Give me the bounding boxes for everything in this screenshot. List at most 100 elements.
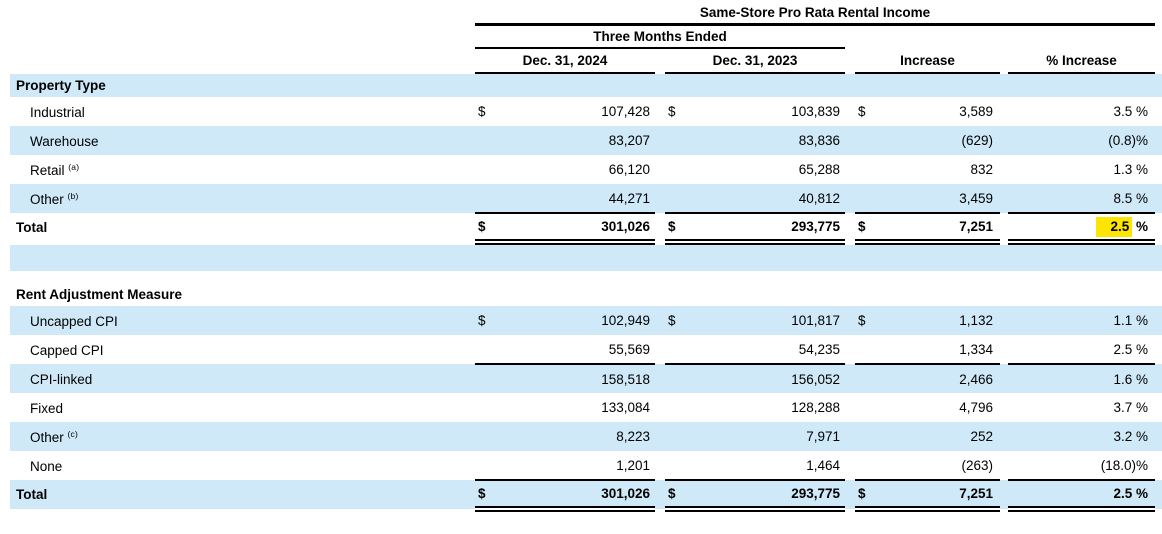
cell-dollar-increase <box>855 364 877 393</box>
header-row-period: Three Months Ended <box>10 24 1162 49</box>
cell-pct-increase: 3.5 % <box>1113 104 1149 119</box>
cell-pct-increase: 3.2 % <box>1113 429 1149 444</box>
cell-dollar-2023: $ <box>665 480 687 512</box>
total-label: Total <box>16 220 48 235</box>
margin-cell <box>1155 480 1162 509</box>
cell-dollar-2023 <box>665 393 687 422</box>
cell-value-increase: 2,466 <box>959 371 993 387</box>
margin-cell <box>1155 364 1162 393</box>
section-title: Property Type <box>16 78 106 93</box>
table-row-fixed: Fixed 133,084 128,288 4,796 3.7 % <box>10 393 1162 422</box>
cell-value-2024: 8,223 <box>616 429 650 444</box>
cell-dollar-2024 <box>475 364 497 393</box>
cell-dollar-increase <box>855 393 877 422</box>
table-row-industrial: Industrial $ 107,428 $ 103,839 $ 3,589 3… <box>10 97 1162 126</box>
cell-value-2023: 293,775 <box>687 213 845 245</box>
table-row-total-property-type: Total $ 301,026 $ 293,775 $ 7,251 2.5 % <box>10 213 1162 245</box>
cell-dollar-2024 <box>475 422 497 451</box>
cell-value-2023: 40,812 <box>687 184 845 214</box>
cell-dollar-2023 <box>665 184 687 214</box>
cell-dollar-increase <box>855 126 877 155</box>
header-blank <box>10 24 475 48</box>
section-header-rent-adjustment-measure: Rent Adjustment Measure <box>10 282 1162 306</box>
margin-cell <box>1155 306 1162 335</box>
financial-table: Same-Store Pro Rata Rental Income Three … <box>10 2 1162 512</box>
cell-value-2023: 128,288 <box>791 400 840 415</box>
footnote-ref-c: (c) <box>67 428 79 439</box>
section-header-property-type: Property Type <box>10 73 1162 97</box>
footnote-ref-a: (a) <box>68 161 80 172</box>
table-row-none: None 1,201 1,464 (263) (18.0)% <box>10 451 1162 481</box>
cell-dollar-2023: $ <box>668 313 676 328</box>
column-header-increase: Increase <box>855 48 1000 74</box>
margin-cell <box>1155 335 1162 364</box>
cell-dollar-2024 <box>475 184 497 214</box>
cell-dollar-2023 <box>665 422 687 451</box>
cell-dollar-2023 <box>665 335 687 365</box>
cell-value-increase: 7,251 <box>877 480 1000 512</box>
cell-value-2024: 1,201 <box>497 451 655 481</box>
cell-pct-increase: 8.5 % <box>1008 184 1156 214</box>
margin-cell <box>1155 184 1162 213</box>
cell-dollar-2023 <box>665 155 687 184</box>
table-row-cpi-linked: CPI-linked 158,518 156,052 2,466 1.6 % <box>10 364 1162 393</box>
cell-dollar-increase <box>855 184 877 214</box>
cell-pct-increase: (18.0)% <box>1008 451 1156 481</box>
cell-value-increase: (263) <box>877 451 1000 481</box>
total-label: Total <box>16 487 48 502</box>
margin-cell <box>1155 126 1162 155</box>
cell-value-2023: 101,817 <box>791 313 840 328</box>
margin-cell <box>1155 24 1162 48</box>
row-label: Fixed <box>30 400 64 416</box>
cell-value-2023: 293,775 <box>687 480 845 512</box>
header-row-columns: Dec. 31, 2024 Dec. 31, 2023 Increase % I… <box>10 48 1162 74</box>
spacer-row-blue <box>10 242 1162 271</box>
cell-pct-increase: 3.7 % <box>1113 400 1149 415</box>
cell-dollar-2024 <box>475 335 497 365</box>
cell-value-2024: 301,026 <box>497 213 655 245</box>
cell-dollar-increase <box>855 155 877 184</box>
cell-value-2024: 102,949 <box>601 313 650 328</box>
row-label: None <box>30 458 63 474</box>
cell-value-2023: 156,052 <box>791 371 840 387</box>
margin-cell <box>1155 213 1162 242</box>
cell-value-2023: 7,971 <box>806 429 840 444</box>
cell-dollar-2023 <box>665 364 687 393</box>
cell-dollar-2024: $ <box>475 213 497 245</box>
row-label: Other <box>30 429 64 445</box>
cell-dollar-2024: $ <box>475 480 497 512</box>
cell-pct-increase: 2.5 % <box>1008 335 1156 365</box>
row-label: Industrial <box>30 104 85 120</box>
cell-pct-increase: (0.8)% <box>1108 133 1149 148</box>
cell-pct-increase: 1.1 % <box>1113 313 1149 328</box>
cell-value-increase: 4,796 <box>959 400 993 415</box>
cell-pct-increase: 2.5 % <box>1008 480 1156 512</box>
cell-value-2024: 66,120 <box>608 162 650 177</box>
margin-cell <box>1155 422 1162 451</box>
margin-cell <box>1155 48 1162 73</box>
cell-value-2024: 107,428 <box>601 104 650 119</box>
cell-dollar-increase: $ <box>855 213 877 245</box>
cell-value-2024: 44,271 <box>497 184 655 214</box>
cell-value-2023: 83,836 <box>798 133 840 148</box>
cell-dollar-increase <box>855 451 877 481</box>
cell-dollar-2024 <box>475 126 497 155</box>
header-blank <box>10 2 475 24</box>
row-label: Capped CPI <box>30 342 104 358</box>
margin-cell <box>1155 2 1162 24</box>
cell-pct-increase: 1.6 % <box>1113 371 1149 387</box>
cell-dollar-2024: $ <box>478 313 486 328</box>
cell-value-increase: 3,589 <box>959 104 993 119</box>
period-header: Three Months Ended <box>475 24 845 49</box>
cell-dollar-2023 <box>665 126 687 155</box>
cell-value-2024: 301,026 <box>497 480 655 512</box>
cell-value-increase: 1,334 <box>877 335 1000 365</box>
cell-dollar-increase: $ <box>858 104 866 119</box>
row-label: Uncapped CPI <box>30 313 118 329</box>
cell-dollar-2024 <box>475 155 497 184</box>
header-row-title: Same-Store Pro Rata Rental Income <box>10 2 1162 26</box>
table-row-warehouse: Warehouse 83,207 83,836 (629) (0.8)% <box>10 126 1162 155</box>
table-title: Same-Store Pro Rata Rental Income <box>475 2 1156 26</box>
row-label: Other <box>30 191 64 207</box>
cell-value-increase: (629) <box>961 133 993 148</box>
